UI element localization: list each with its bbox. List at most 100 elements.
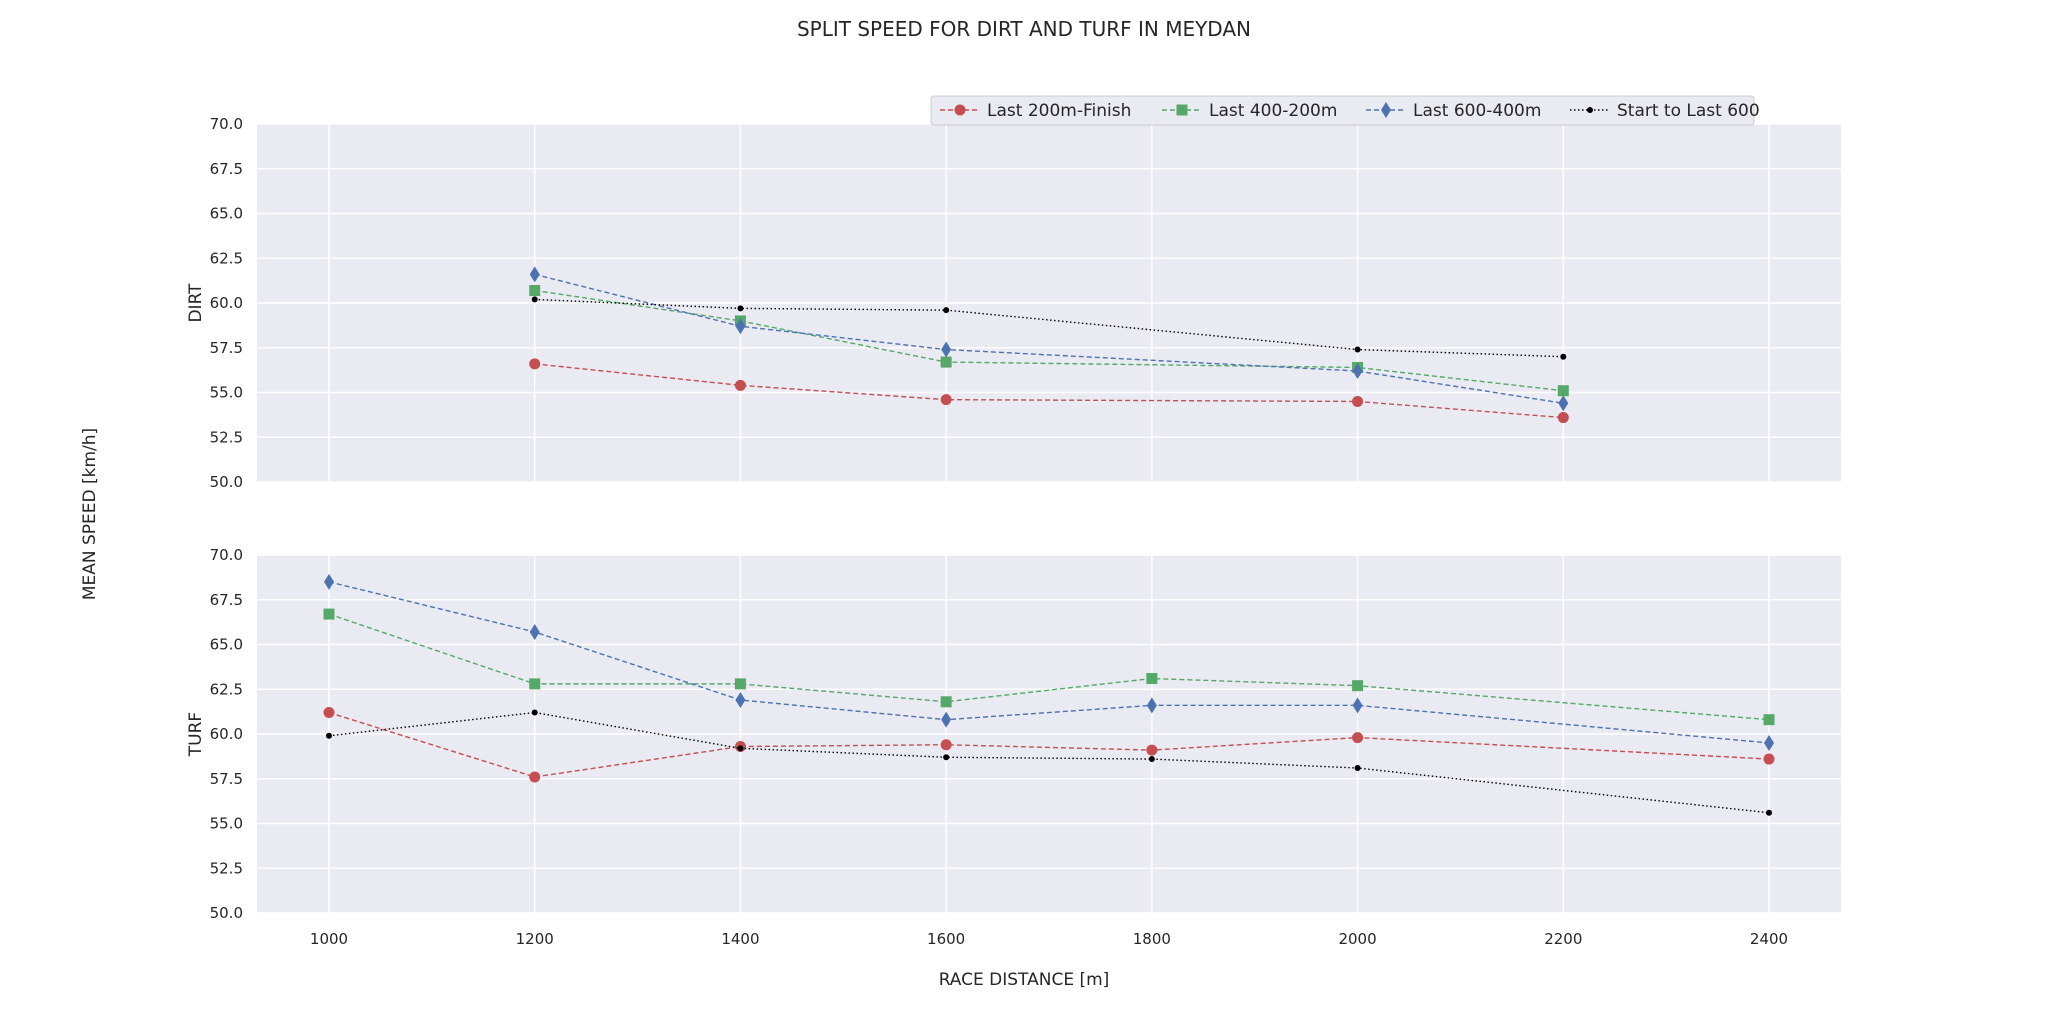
data-point bbox=[529, 358, 541, 370]
data-point bbox=[529, 266, 540, 283]
y-tick-label: 57.5 bbox=[210, 339, 243, 357]
x-tick-label: 2400 bbox=[1750, 930, 1788, 948]
panel-ylabel: TURF bbox=[186, 712, 206, 757]
x-axis-label: RACE DISTANCE [m] bbox=[939, 970, 1110, 990]
series-last-200m-finish bbox=[323, 707, 1775, 783]
y-tick-label: 52.5 bbox=[210, 428, 243, 446]
legend: Last 200m-Finish Last 400-200m Last 600-40… bbox=[930, 95, 1760, 126]
data-point bbox=[940, 739, 952, 751]
y-tick-label: 52.5 bbox=[210, 859, 243, 877]
data-point bbox=[1764, 734, 1774, 751]
data-point bbox=[1557, 412, 1569, 424]
data-point bbox=[1352, 680, 1364, 692]
data-point bbox=[734, 379, 746, 391]
data-point bbox=[1146, 673, 1158, 685]
legend-marker bbox=[1587, 107, 1593, 113]
y-tick-label: 67.5 bbox=[210, 591, 243, 609]
y-tick-label: 62.5 bbox=[210, 249, 243, 267]
data-point bbox=[1146, 744, 1158, 756]
x-tick-label: 1400 bbox=[721, 930, 759, 948]
chart-title: SPLIT SPEED FOR DIRT AND TURF IN MEYDAN bbox=[797, 17, 1251, 41]
data-point bbox=[735, 318, 746, 335]
data-point bbox=[1763, 714, 1775, 726]
legend-label: Last 200m-Finish bbox=[987, 101, 1131, 121]
legend-marker bbox=[1381, 102, 1391, 118]
data-point bbox=[1352, 732, 1364, 744]
y-tick-label: 55.0 bbox=[210, 384, 243, 402]
data-point bbox=[737, 745, 744, 752]
legend-item: Start to Last 600 bbox=[1570, 101, 1760, 121]
series-start-to-last-600 bbox=[326, 709, 1772, 816]
legend-item: Last 200m-Finish bbox=[940, 101, 1131, 121]
panel-dirt: 50.0 52.5 55.0 57.5 60.0 62.5 65.0 67.5 70.0 DIRT bbox=[186, 115, 1841, 491]
data-point bbox=[1148, 756, 1155, 763]
data-point bbox=[529, 284, 541, 296]
data-point bbox=[531, 296, 538, 303]
y-tick-label: 65.0 bbox=[210, 636, 243, 654]
data-point bbox=[1557, 385, 1569, 397]
series-line bbox=[534, 298, 1564, 358]
series-last-600-400m bbox=[324, 573, 1774, 751]
data-point bbox=[941, 711, 952, 728]
y-tick-label: 55.0 bbox=[210, 815, 243, 833]
data-point bbox=[940, 696, 952, 708]
data-point bbox=[1352, 363, 1363, 380]
data-point bbox=[1558, 395, 1569, 412]
y-tick-label: 70.0 bbox=[210, 115, 243, 133]
data-point bbox=[529, 678, 541, 690]
y-tick-label: 62.5 bbox=[210, 680, 243, 698]
data-point bbox=[735, 691, 746, 708]
x-tick-label: 1800 bbox=[1133, 930, 1171, 948]
data-point bbox=[324, 573, 334, 590]
y-tick-label: 67.5 bbox=[210, 160, 243, 178]
series-last-200m-finish bbox=[529, 358, 1569, 424]
data-point bbox=[1354, 346, 1361, 353]
data-point bbox=[941, 341, 952, 358]
data-point bbox=[531, 709, 538, 716]
series-start-to-last-600 bbox=[531, 296, 1567, 360]
x-tick-label: 1200 bbox=[516, 930, 554, 948]
series-last-600-400m bbox=[529, 266, 1569, 412]
y-tick-label: 50.0 bbox=[210, 904, 243, 922]
data-point bbox=[1560, 353, 1567, 360]
y-tick-label: 57.5 bbox=[210, 770, 243, 788]
legend-label: Last 600-400m bbox=[1413, 101, 1541, 121]
x-tick-label: 1000 bbox=[310, 930, 348, 948]
legend-item: Last 600-400m bbox=[1366, 101, 1541, 121]
y-tick-label: 60.0 bbox=[210, 725, 243, 743]
data-point bbox=[323, 608, 335, 620]
data-point bbox=[1146, 697, 1157, 714]
data-point bbox=[1763, 753, 1775, 765]
data-point bbox=[326, 732, 332, 739]
y-tick-label: 60.0 bbox=[210, 294, 243, 312]
y-tick-label: 70.0 bbox=[210, 546, 243, 564]
legend-marker bbox=[1176, 104, 1188, 116]
data-point bbox=[529, 623, 540, 640]
legend-marker bbox=[954, 104, 966, 116]
legend-label: Last 400-200m bbox=[1209, 101, 1337, 121]
legend-item: Last 400-200m bbox=[1162, 101, 1337, 121]
data-point bbox=[734, 678, 746, 690]
data-point bbox=[323, 707, 335, 719]
y-tick-label: 50.0 bbox=[210, 473, 243, 491]
y-axis-label: MEAN SPEED [km/h] bbox=[80, 428, 100, 600]
data-point bbox=[529, 771, 541, 783]
data-point bbox=[943, 754, 950, 761]
series-line bbox=[534, 363, 1564, 419]
legend-label: Start to Last 600 bbox=[1617, 101, 1760, 121]
data-point bbox=[940, 356, 952, 368]
data-point bbox=[1352, 697, 1363, 714]
panel-turf: 50.0 52.5 55.0 57.5 60.0 62.5 65.0 67.5 70.0 1000… bbox=[186, 546, 1841, 948]
x-tick-label: 1600 bbox=[927, 930, 965, 948]
x-tick-label: 2200 bbox=[1544, 930, 1582, 948]
data-point bbox=[943, 307, 950, 314]
data-point bbox=[737, 305, 744, 312]
panel-ylabel: DIRT bbox=[186, 283, 206, 323]
data-point bbox=[1354, 765, 1361, 772]
y-tick-label: 65.0 bbox=[210, 205, 243, 223]
data-point bbox=[1766, 809, 1772, 816]
series-last-400-200m bbox=[323, 608, 1775, 726]
data-point bbox=[1352, 395, 1364, 407]
data-point bbox=[940, 394, 952, 406]
